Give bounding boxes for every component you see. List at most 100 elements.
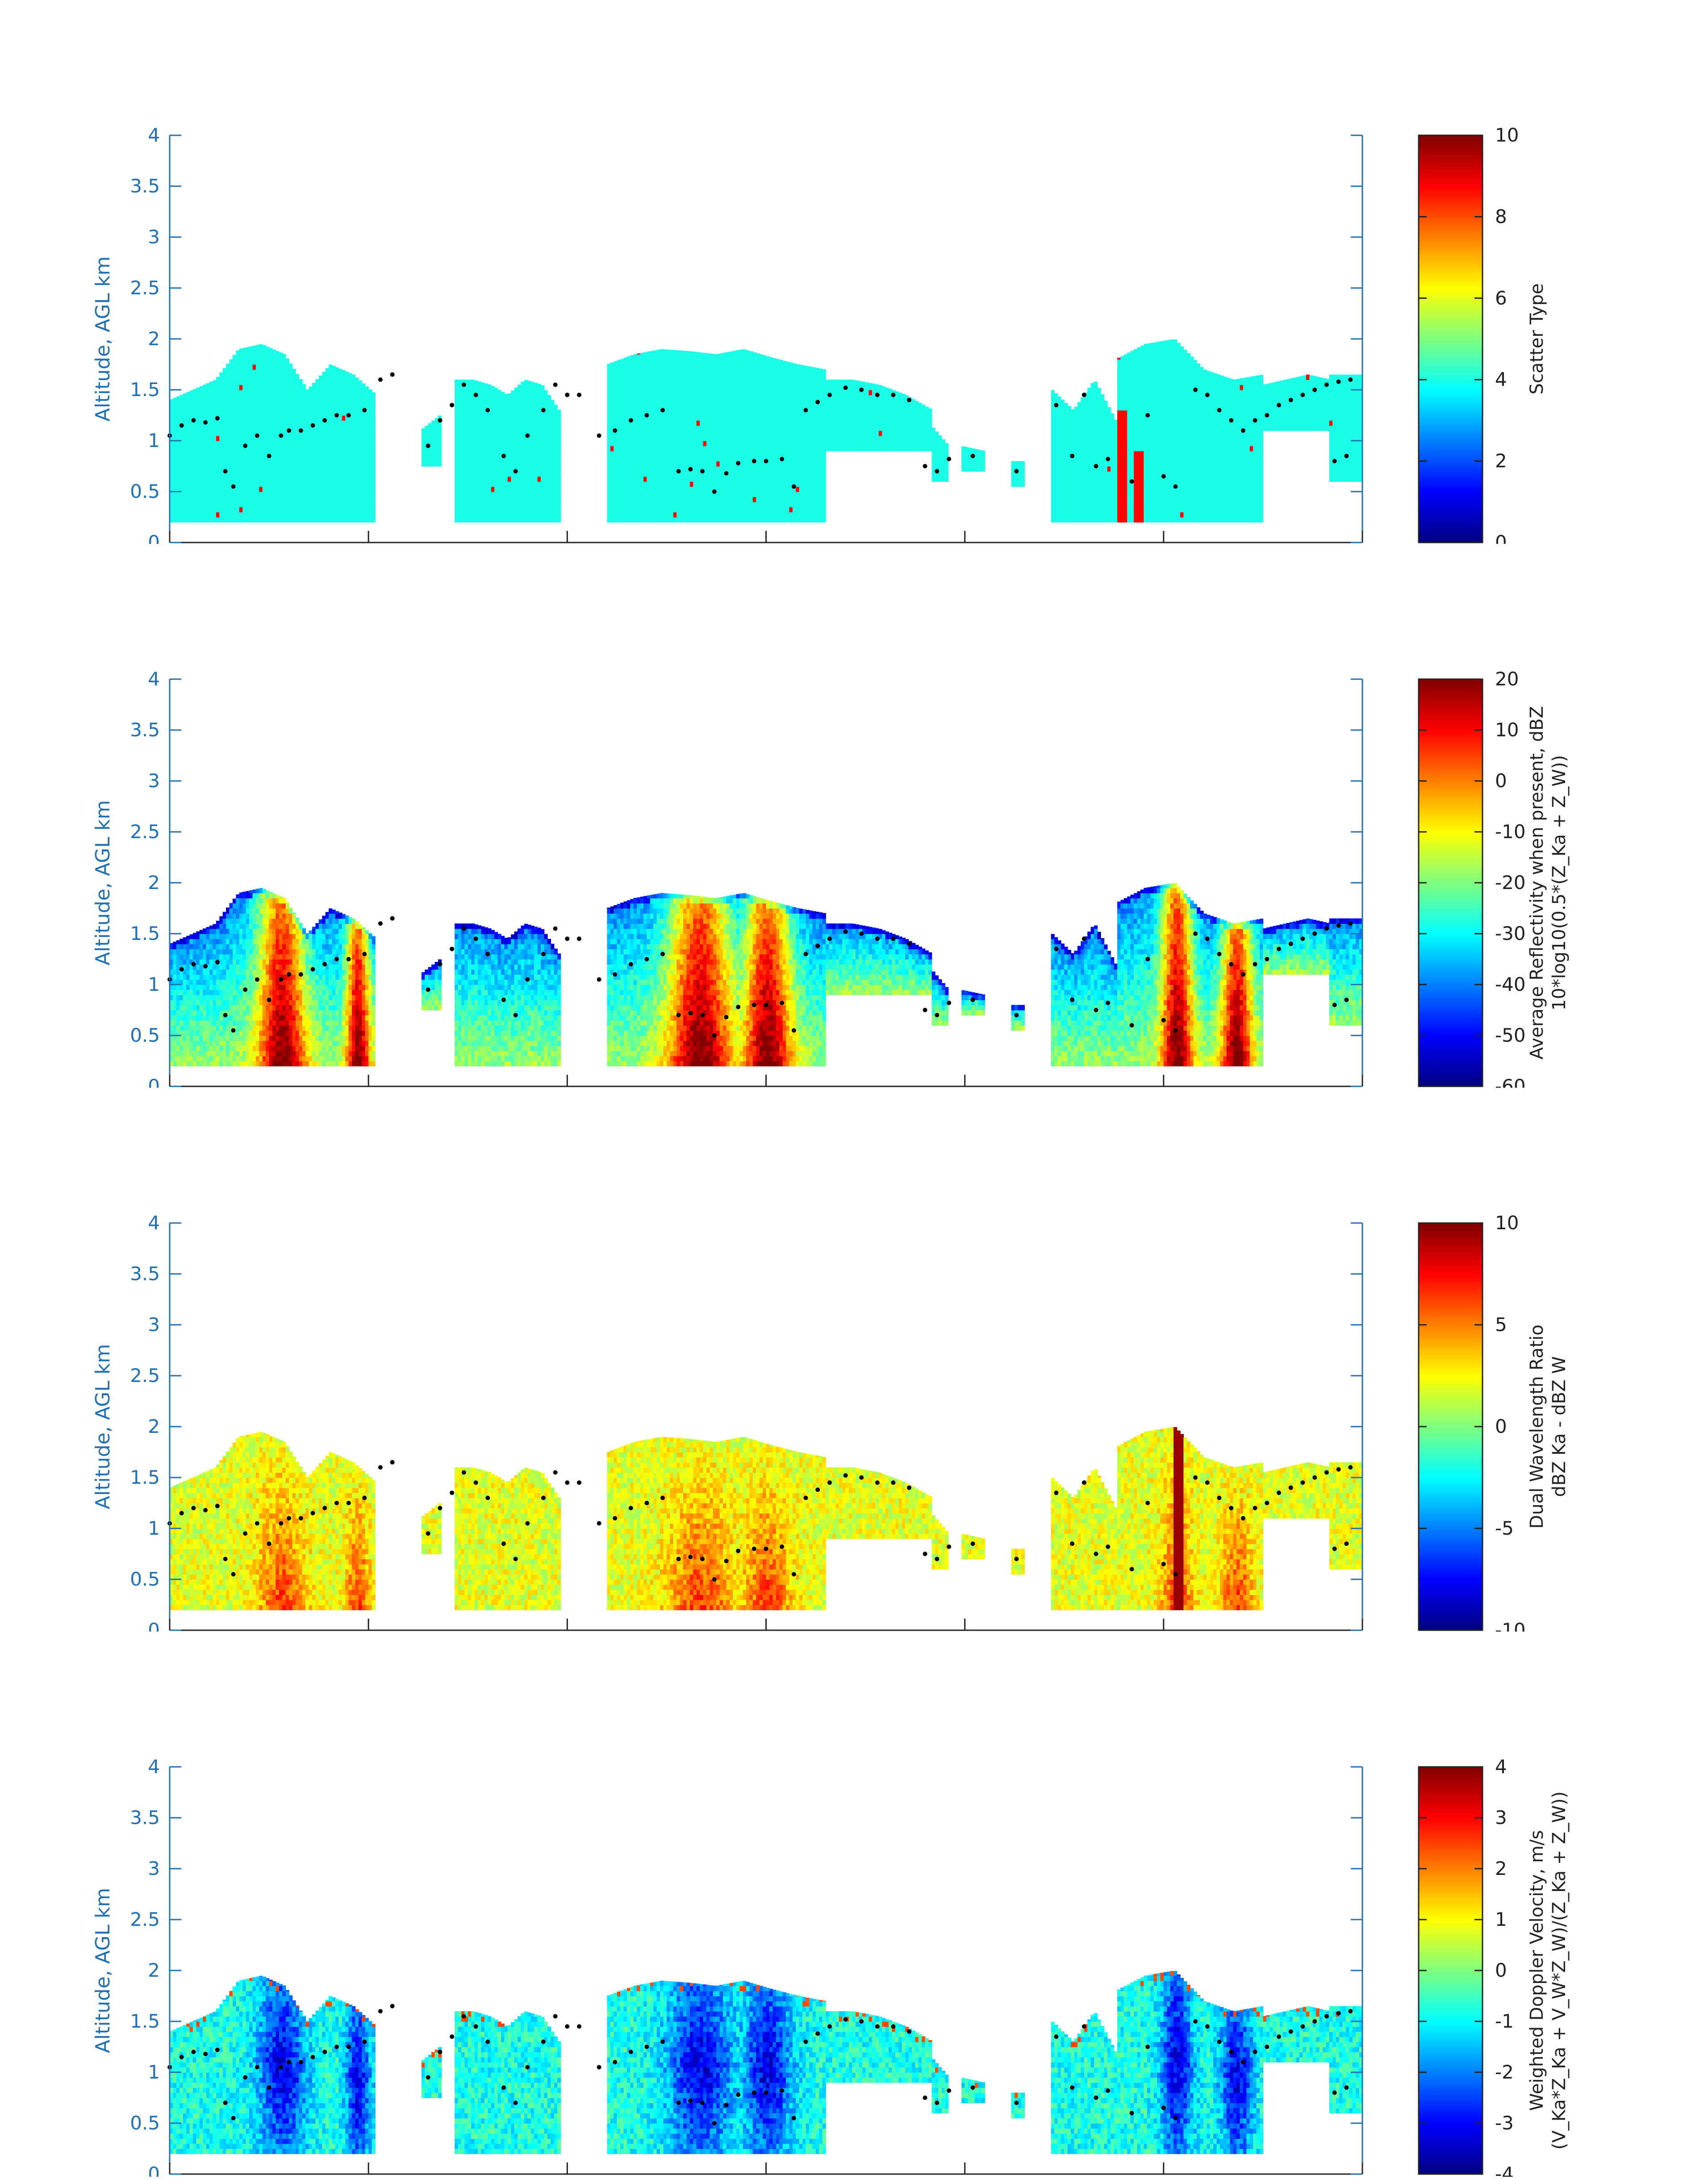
heatmap-cell bbox=[789, 410, 793, 416]
heatmap-cell bbox=[534, 415, 538, 421]
heatmap-cell bbox=[455, 405, 459, 411]
heatmap-cell bbox=[796, 497, 800, 502]
heatmap-cell bbox=[716, 405, 720, 411]
heatmap-cell bbox=[792, 374, 797, 380]
heatmap-cell bbox=[739, 446, 743, 451]
heatmap-cell bbox=[352, 400, 356, 405]
heatmap-cell bbox=[266, 435, 270, 441]
heatmap-cell bbox=[358, 405, 363, 411]
heatmap-cell bbox=[656, 369, 660, 375]
heatmap-cell bbox=[464, 466, 468, 472]
heatmap-cell bbox=[458, 486, 462, 492]
heatmap-cell bbox=[295, 446, 300, 451]
heatmap-cell bbox=[663, 451, 667, 456]
heatmap-cell bbox=[703, 420, 707, 426]
heatmap-cell bbox=[683, 359, 687, 365]
heatmap-cell bbox=[481, 512, 485, 518]
heatmap-cell bbox=[491, 430, 495, 436]
heatmap-cell bbox=[746, 471, 750, 477]
heatmap-cell bbox=[504, 476, 508, 482]
heatmap-cell bbox=[236, 507, 240, 513]
heatmap-cell bbox=[650, 369, 654, 375]
heatmap-cell bbox=[736, 476, 740, 482]
heatmap-cell bbox=[766, 390, 770, 396]
heatmap-cell bbox=[338, 410, 342, 416]
heatmap-cell bbox=[494, 461, 498, 467]
heatmap-cell bbox=[527, 451, 531, 456]
heatmap-cell bbox=[713, 395, 717, 401]
heatmap-cell bbox=[468, 461, 472, 467]
heatmap-cell bbox=[610, 420, 614, 426]
heatmap-cell bbox=[610, 497, 614, 502]
heatmap-cell bbox=[789, 501, 793, 507]
heatmap-cell bbox=[809, 374, 813, 380]
heatmap-cell bbox=[365, 446, 369, 451]
heatmap-cell bbox=[255, 410, 260, 416]
heatmap-cell bbox=[633, 415, 637, 421]
heatmap-cell bbox=[312, 400, 316, 405]
heatmap-cell bbox=[279, 352, 283, 355]
heatmap-cell bbox=[637, 353, 641, 355]
heatmap-cell bbox=[723, 476, 727, 482]
heatmap-cell bbox=[372, 451, 376, 456]
heatmap-cell bbox=[335, 390, 339, 396]
heatmap-cell bbox=[226, 507, 230, 513]
heatmap-cell bbox=[693, 400, 697, 405]
heatmap-cell bbox=[653, 486, 657, 492]
heatmap-cell bbox=[703, 384, 707, 390]
heatmap-cell bbox=[686, 435, 690, 441]
heatmap-cell bbox=[809, 486, 813, 492]
heatmap-cell bbox=[276, 501, 280, 507]
heatmap-cell bbox=[630, 359, 634, 365]
heatmap-cell bbox=[176, 481, 180, 487]
heatmap-cell bbox=[262, 456, 266, 462]
heatmap-cell bbox=[812, 410, 816, 416]
heatmap-cell bbox=[551, 410, 555, 416]
heatmap-cell bbox=[779, 492, 783, 497]
heatmap-cell bbox=[484, 451, 488, 456]
heatmap-cell bbox=[806, 512, 810, 518]
heatmap-cell bbox=[173, 456, 177, 462]
heatmap-cell bbox=[507, 456, 511, 462]
heatmap-cell bbox=[504, 461, 508, 467]
heatmap-cell bbox=[206, 501, 210, 507]
heatmap-cell bbox=[345, 435, 349, 441]
heatmap-cell bbox=[305, 517, 309, 523]
heatmap-cell bbox=[474, 415, 478, 421]
heatmap-cell bbox=[749, 451, 753, 456]
heatmap-cell bbox=[607, 441, 611, 447]
heatmap-cell bbox=[302, 405, 306, 411]
heatmap-cell bbox=[305, 451, 309, 456]
heatmap-cell bbox=[739, 461, 743, 467]
heatmap-cell bbox=[614, 456, 618, 462]
heatmap-cell bbox=[789, 364, 793, 370]
heatmap-cell bbox=[749, 410, 753, 416]
heatmap-cell bbox=[488, 512, 492, 518]
heatmap-cell bbox=[530, 476, 535, 482]
heatmap-cell bbox=[743, 390, 747, 396]
heatmap-cell bbox=[329, 481, 333, 487]
heatmap-cell bbox=[276, 364, 280, 370]
heatmap-cell bbox=[518, 476, 522, 482]
heatmap-cell bbox=[491, 481, 495, 487]
heatmap-cell bbox=[199, 390, 203, 396]
heatmap-cell bbox=[554, 435, 558, 441]
heatmap-cell bbox=[630, 435, 634, 441]
heatmap-cell bbox=[355, 481, 359, 487]
heatmap-cell bbox=[491, 400, 495, 405]
heatmap-cell bbox=[743, 364, 747, 370]
heatmap-cell bbox=[455, 517, 459, 523]
heatmap-cell bbox=[186, 476, 190, 482]
heatmap-cell bbox=[653, 435, 657, 441]
heatmap-cell bbox=[196, 451, 200, 456]
heatmap-cell bbox=[206, 395, 210, 401]
heatmap-cell bbox=[518, 435, 522, 441]
heatmap-cell bbox=[630, 384, 634, 390]
heatmap-cell bbox=[266, 507, 270, 513]
heatmap-cell bbox=[488, 395, 492, 401]
heatmap-cell bbox=[338, 405, 342, 411]
heatmap-cell bbox=[209, 486, 213, 492]
heatmap-cell bbox=[716, 374, 720, 380]
heatmap-cell bbox=[236, 517, 240, 523]
heatmap-cell bbox=[249, 359, 253, 365]
